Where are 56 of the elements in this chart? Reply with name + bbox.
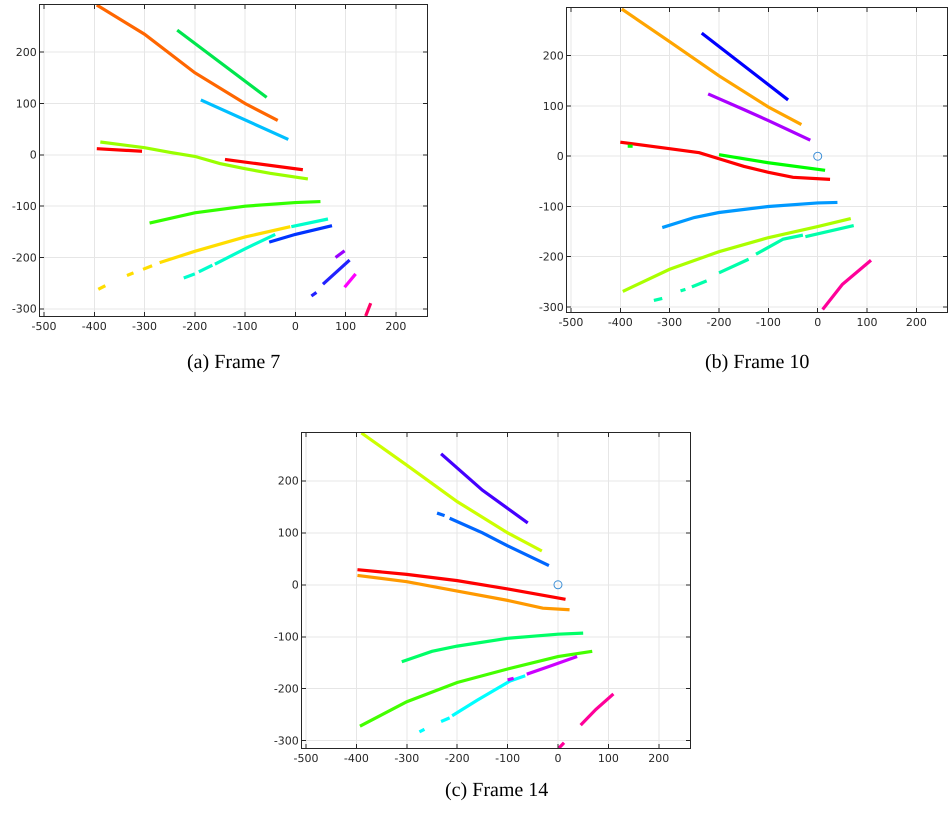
x-tick-label: -500 <box>32 320 57 334</box>
y-tick-label: 100 <box>16 97 37 110</box>
y-tick-label: 100 <box>278 526 299 540</box>
x-tick-label: 200 <box>385 320 406 334</box>
y-tick-label: -300 <box>12 302 37 316</box>
line-series <box>98 140 310 181</box>
text: (a) Frame 7 <box>187 351 280 373</box>
y-tick-label: -100 <box>274 630 299 644</box>
line-series <box>706 92 812 142</box>
line-series <box>618 140 832 181</box>
x-tick-label: -300 <box>394 752 420 766</box>
x-tick-label: 100 <box>856 316 878 330</box>
x-tick-label: 200 <box>906 316 927 330</box>
line-series <box>356 568 568 601</box>
y-tick-label: -300 <box>538 300 564 314</box>
y-tick-label: -200 <box>274 682 299 696</box>
x-tick-label: -500 <box>294 752 319 766</box>
x-tick-label: -400 <box>608 316 633 330</box>
y-tick-label: 200 <box>542 50 564 63</box>
x-tick-label: -400 <box>82 320 107 334</box>
text: (c) Frame 14 <box>445 779 548 801</box>
y-tick-label: 100 <box>542 100 564 113</box>
y-tick-label: 200 <box>16 46 37 60</box>
line-series <box>400 632 585 664</box>
line-series <box>356 574 572 612</box>
line-series <box>620 8 804 126</box>
y-tick-label: 0 <box>30 148 37 162</box>
y-tick-label: -200 <box>538 250 564 264</box>
x-tick-label: -100 <box>495 752 520 766</box>
x-tick-label: -200 <box>444 752 470 766</box>
x-tick-label: -100 <box>756 316 781 330</box>
line-series <box>148 200 322 225</box>
x-tick-label: 100 <box>335 320 356 334</box>
y-tick-label: -300 <box>274 734 299 748</box>
x-tick-label: 100 <box>598 752 619 766</box>
text: (b) Frame 10 <box>705 351 810 373</box>
y-tick-label: 0 <box>292 578 299 592</box>
line-series <box>660 200 840 230</box>
x-tick-label: -300 <box>657 316 682 330</box>
line-series <box>621 216 852 293</box>
x-tick-label: 0 <box>814 316 822 330</box>
x-tick-label: -100 <box>232 320 258 334</box>
y-tick-label: 0 <box>556 150 564 164</box>
x-tick-label: 200 <box>648 752 670 766</box>
x-tick-label: -200 <box>706 316 732 330</box>
y-tick-label: -200 <box>12 251 37 264</box>
y-tick-label: 200 <box>278 474 299 488</box>
x-tick-label: -200 <box>182 320 208 334</box>
y-tick-label: -100 <box>12 200 37 214</box>
line-series <box>358 650 594 728</box>
x-tick-label: -300 <box>132 320 158 334</box>
line-series <box>360 433 544 553</box>
x-tick-label: -400 <box>344 752 369 766</box>
line-series <box>95 5 280 122</box>
x-tick-label: -500 <box>558 316 584 330</box>
y-tick-label: -100 <box>538 200 564 214</box>
